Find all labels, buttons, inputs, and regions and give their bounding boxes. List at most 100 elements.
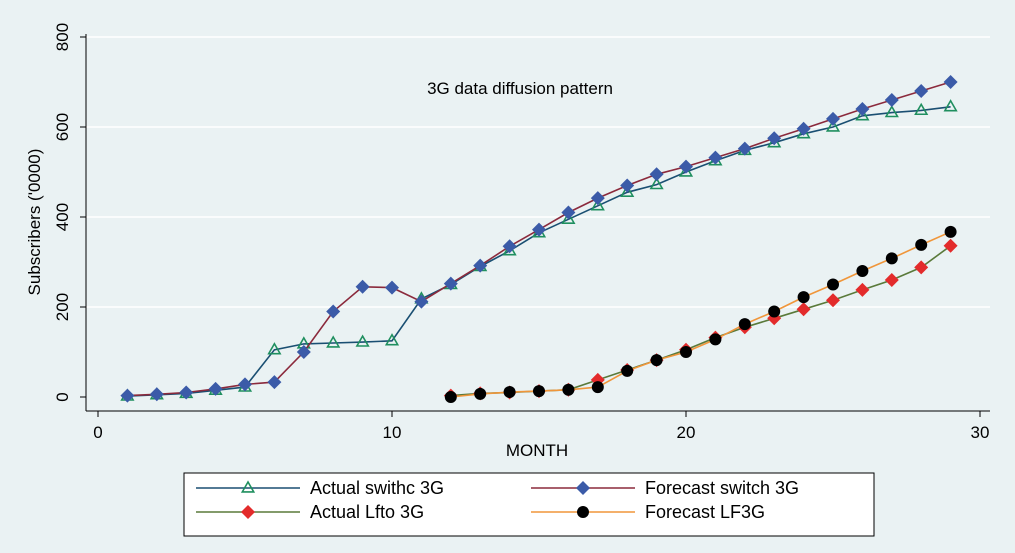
marker-point [797, 291, 810, 304]
marker-point [914, 84, 929, 98]
marker-point [827, 278, 839, 291]
marker-point [326, 304, 341, 319]
y-tick-label: 0 [53, 392, 72, 401]
marker-point [384, 333, 400, 346]
marker-point [826, 293, 840, 308]
legend-label: Actual swithc 3G [310, 478, 444, 498]
marker-point [737, 141, 752, 156]
marker-point [915, 238, 928, 251]
legend: Actual swithc 3G Forecast switch 3G Actual… [183, 472, 875, 537]
marker-point [267, 342, 282, 355]
marker-point [444, 391, 457, 403]
marker-point [590, 191, 605, 206]
y-tick-label: 600 [53, 113, 72, 141]
marker-point [826, 111, 840, 126]
y-tick-label: 400 [53, 203, 72, 231]
marker-point [884, 273, 899, 287]
marker-point [884, 93, 899, 107]
marker-legend [240, 480, 256, 493]
y-tick-label: 200 [53, 293, 72, 321]
marker-point [943, 75, 958, 89]
marker-point [679, 159, 693, 174]
marker-point [443, 276, 458, 291]
marker-point [856, 265, 869, 277]
marker-point [680, 346, 692, 358]
marker-point [149, 387, 164, 402]
y-axis-title: Subscribers ('0000) [25, 149, 44, 296]
marker-point [591, 381, 604, 394]
marker-legend [577, 506, 589, 518]
marker-point [561, 211, 576, 224]
marker-point [620, 184, 635, 197]
x-tick-label: 30 [971, 423, 990, 442]
marker-point [326, 335, 341, 348]
series-4 [444, 225, 957, 403]
marker-point [708, 150, 723, 165]
marker-point [855, 282, 870, 297]
legend-box [183, 472, 875, 537]
series-2 [120, 75, 958, 403]
chart-annotation: 3G data diffusion pattern [427, 79, 613, 98]
legend-item: Actual swithc 3G [196, 478, 444, 498]
marker-point [944, 225, 957, 238]
x-tick-label: 20 [677, 423, 696, 442]
marker-point [649, 176, 664, 190]
marker-point [914, 102, 929, 116]
marker-point [768, 305, 781, 318]
marker-point [855, 102, 870, 116]
marker-point [533, 385, 545, 398]
plot-region [84, 34, 990, 411]
marker-point [385, 280, 399, 295]
legend-label: Forecast switch 3G [645, 478, 799, 498]
marker-point [562, 383, 575, 396]
marker-point [532, 222, 546, 237]
marker-point [885, 252, 898, 265]
x-tick-label: 10 [383, 423, 402, 442]
marker-point [355, 279, 370, 294]
marker-point [678, 164, 694, 177]
marker-point [738, 318, 751, 331]
marker-point [120, 388, 135, 403]
marker-point [414, 294, 429, 309]
marker-point [474, 387, 487, 400]
marker-point [709, 333, 722, 346]
marker-point [355, 334, 370, 347]
marker-point [767, 131, 782, 146]
marker-point [502, 239, 517, 254]
marker-point [621, 364, 634, 377]
legend-item: Forecast LF3G [531, 502, 765, 522]
marker-point [238, 377, 252, 392]
legend-label: Actual Lfto 3G [310, 502, 424, 522]
marker-point [796, 121, 811, 136]
marker-point [825, 119, 841, 132]
marker-point [208, 381, 223, 396]
marker-point [267, 375, 282, 390]
marker-point [855, 108, 870, 121]
legend-item: Forecast switch 3G [531, 478, 799, 498]
legend-label: Forecast LF3G [645, 502, 765, 522]
marker-point [884, 104, 899, 118]
legend-item: Actual Lfto 3G [196, 502, 424, 522]
marker-point [943, 99, 958, 112]
marker-point [914, 260, 929, 275]
marker-legend [576, 481, 590, 495]
marker-point [650, 354, 663, 367]
marker-point [620, 178, 635, 193]
marker-point [473, 258, 488, 273]
marker-point [649, 167, 664, 182]
marker-point [179, 385, 194, 400]
marker-point [590, 198, 605, 211]
marker-point [943, 238, 958, 253]
marker-point [796, 302, 811, 317]
axes: 0 200 400 600 800 0 10 20 30 [53, 23, 990, 442]
marker-point [503, 386, 516, 399]
x-axis-title: MONTH [506, 441, 568, 460]
series-layer [120, 75, 958, 403]
x-tick-label: 0 [93, 423, 102, 442]
marker-point [561, 205, 576, 220]
marker-legend [241, 505, 255, 519]
gridlines [86, 36, 990, 308]
marker-point [296, 345, 311, 359]
y-tick-label: 800 [53, 23, 72, 51]
